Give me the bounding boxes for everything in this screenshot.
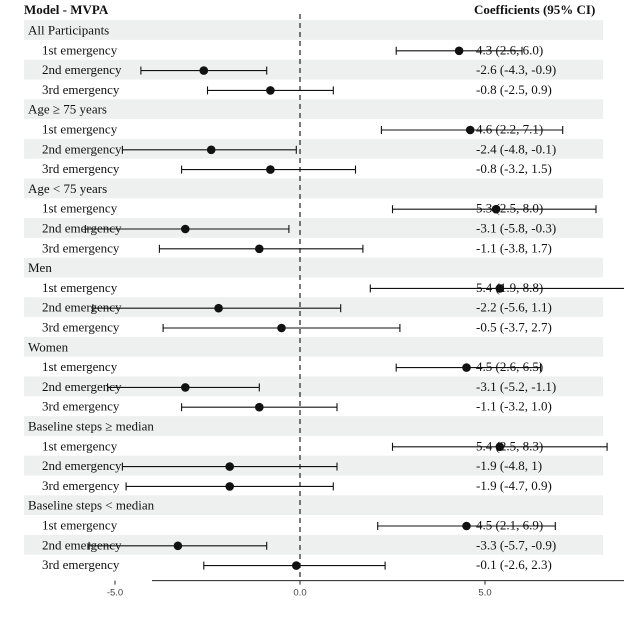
coefficient-text: 5.3 (2.5, 8.0) (476, 201, 543, 216)
coefficient-text: 4.5 (2.1, 6.9) (476, 518, 543, 533)
point-estimate (200, 66, 209, 75)
point-estimate (225, 482, 234, 491)
row-label: 2nd emergency (42, 458, 122, 473)
point-estimate (181, 383, 190, 392)
row-label: 3rd emergency (42, 161, 120, 176)
chart-title: Model - MVPA (24, 2, 109, 17)
point-estimate (277, 324, 286, 333)
x-tick-label: 0.0 (293, 588, 306, 599)
coefficient-text: -0.1 (-2.6, 2.3) (476, 557, 552, 572)
row-label: 3rd emergency (42, 240, 120, 255)
row-label: 1st emergency (42, 201, 118, 216)
x-axis: -5.00.05.010.0 (107, 581, 624, 599)
x-tick-label: -5.0 (107, 588, 123, 599)
coefficient-text: -1.9 (-4.7, 0.9) (476, 478, 552, 493)
coefficient-text: -2.4 (-4.8, -0.1) (476, 141, 556, 156)
coefficient-text: -1.1 (-3.8, 1.7) (476, 240, 552, 255)
group-label: Baseline steps ≥ median (28, 419, 154, 434)
row-label: 1st emergency (42, 518, 118, 533)
row-label: 2nd emergency (42, 141, 122, 156)
row-label: 3rd emergency (42, 82, 120, 97)
row-label: 2nd emergency (42, 300, 122, 315)
group-label: Age ≥ 75 years (28, 102, 107, 117)
coefficient-text: -2.6 (-4.3, -0.9) (476, 62, 556, 77)
point-estimate (455, 47, 464, 56)
point-estimate (462, 522, 471, 531)
point-estimate (462, 363, 471, 372)
row-label: 3rd emergency (42, 478, 120, 493)
row-label: 1st emergency (42, 42, 118, 57)
row-label: 3rd emergency (42, 399, 120, 414)
point-estimate (207, 146, 216, 155)
row-band (24, 258, 603, 278)
point-estimate (181, 225, 190, 234)
group-label: Men (28, 260, 52, 275)
row-band (24, 179, 603, 199)
coefficient-text: -3.1 (-5.2, -1.1) (476, 379, 556, 394)
coefficient-text: -0.8 (-2.5, 0.9) (476, 82, 552, 97)
group-label: All Participants (28, 23, 109, 38)
point-estimate (214, 304, 223, 313)
row-label: 3rd emergency (42, 320, 120, 335)
row-label: 2nd emergency (42, 62, 122, 77)
group-label: Age < 75 years (28, 181, 107, 196)
point-estimate (266, 165, 275, 174)
coefficient-text: -3.3 (-5.7, -0.9) (476, 537, 556, 552)
row-label: 3rd emergency (42, 557, 120, 572)
row-label: 1st emergency (42, 359, 118, 374)
coefficient-text: 4.5 (2.6, 6.5) (476, 359, 543, 374)
row-band (24, 337, 603, 357)
coefficient-text: 4.3 (2.6, 6.0) (476, 42, 543, 57)
coefficients-header: Coefficients (95% CI) (474, 2, 595, 17)
forest-plot: All Participants 1st emergency 4.3 (2.6, 6… (0, 0, 624, 633)
coefficient-text: 4.6 (2.2, 7.1) (476, 122, 543, 137)
coefficient-text: 5.4 (2.5, 8.3) (476, 438, 543, 453)
row-band (24, 99, 603, 119)
x-tick-label: 5.0 (478, 588, 491, 599)
row-label: 1st emergency (42, 122, 118, 137)
point-estimate (255, 245, 264, 254)
row-label: 2nd emergency (42, 221, 122, 236)
coefficient-text: -0.5 (-3.7, 2.7) (476, 320, 552, 335)
coefficient-text: -2.2 (-5.6, 1.1) (476, 300, 552, 315)
row-label: 1st emergency (42, 280, 118, 295)
coefficient-text: -1.1 (-3.2, 1.0) (476, 399, 552, 414)
point-estimate (466, 126, 475, 135)
row-band (24, 20, 603, 40)
group-label: Baseline steps < median (28, 498, 155, 513)
point-estimate (292, 561, 301, 570)
row-label: 1st emergency (42, 438, 118, 453)
group-label: Women (28, 339, 69, 354)
point-estimate (266, 86, 275, 95)
coefficient-text: -0.8 (-3.2, 1.5) (476, 161, 552, 176)
point-estimate (174, 542, 183, 551)
coefficient-text: -3.1 (-5.8, -0.3) (476, 221, 556, 236)
coefficient-text: 5.4 (1.9, 8.8) (476, 280, 543, 295)
row-label: 2nd emergency (42, 537, 122, 552)
point-estimate (255, 403, 264, 412)
row-label: 2nd emergency (42, 379, 122, 394)
coefficient-text: -1.9 (-4.8, 1) (476, 458, 542, 473)
point-estimate (225, 462, 234, 471)
